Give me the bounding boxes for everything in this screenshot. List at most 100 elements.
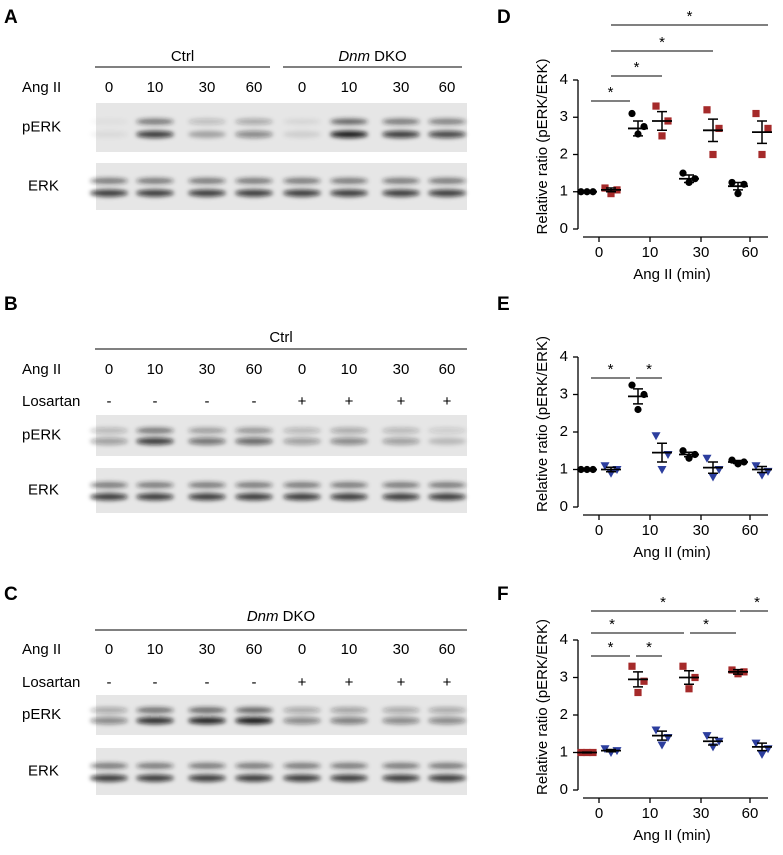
blot-bands xyxy=(90,177,466,197)
band xyxy=(90,482,128,489)
data-point xyxy=(757,471,767,480)
blot xyxy=(96,163,467,210)
band-label: pERK xyxy=(22,706,61,723)
y-tick-label: 2 xyxy=(560,145,568,162)
x-tick-label: 0 xyxy=(595,244,603,261)
band xyxy=(382,717,420,725)
data-point xyxy=(734,190,742,198)
band xyxy=(136,774,174,782)
band xyxy=(235,177,273,184)
band xyxy=(283,707,321,714)
data-point xyxy=(607,190,615,198)
x-tick-label: 30 xyxy=(693,805,710,822)
band xyxy=(90,130,128,138)
band xyxy=(428,130,466,138)
band xyxy=(428,707,466,714)
band xyxy=(283,427,321,434)
data-point xyxy=(600,462,610,471)
data-point xyxy=(751,739,761,748)
group-label-part: Dnm xyxy=(247,608,279,625)
significance-label: * xyxy=(608,361,614,378)
x-axis-label: Ang II (min) xyxy=(633,266,711,283)
significance-label: * xyxy=(634,59,640,76)
lane-label: 10 xyxy=(341,79,358,96)
band xyxy=(136,427,174,434)
data-point xyxy=(640,677,648,685)
lane-label: 30 xyxy=(199,79,216,96)
lane-label: 30 xyxy=(199,641,216,658)
band xyxy=(90,427,128,434)
band xyxy=(235,130,273,138)
band xyxy=(235,717,273,725)
y-tick-label: 1 xyxy=(560,183,568,200)
data-point xyxy=(679,447,687,455)
x-tick-label: 10 xyxy=(642,805,659,822)
band xyxy=(136,437,174,445)
lane-label: - xyxy=(252,674,257,691)
band xyxy=(188,437,226,445)
band xyxy=(283,177,321,184)
blot-bands xyxy=(90,118,466,138)
group-label-part: DKO xyxy=(278,608,315,625)
data-point xyxy=(708,473,718,482)
x-tick-label: 60 xyxy=(742,522,759,539)
panel-label: D xyxy=(497,7,511,28)
band xyxy=(382,427,420,434)
band xyxy=(382,707,420,714)
significance-label: * xyxy=(703,616,709,633)
lane-label: + xyxy=(298,393,307,410)
band xyxy=(382,482,420,489)
y-axis-label: Relative ratio (pERK/ERK) xyxy=(534,59,551,235)
row-label: Losartan xyxy=(22,674,80,691)
band xyxy=(428,427,466,434)
lane-label: 0 xyxy=(298,79,306,96)
lane-label: 60 xyxy=(246,641,263,658)
band xyxy=(330,118,368,125)
row-label: Ang II xyxy=(22,641,61,658)
panel-label: E xyxy=(497,294,510,315)
band xyxy=(283,717,321,725)
y-tick-label: 2 xyxy=(560,423,568,440)
x-tick-label: 10 xyxy=(642,244,659,261)
band xyxy=(330,130,368,138)
lane-label: 0 xyxy=(105,79,113,96)
band xyxy=(283,189,321,197)
band xyxy=(188,762,226,769)
band xyxy=(235,189,273,197)
significance-label: * xyxy=(609,616,615,633)
group-label: Ctrl xyxy=(269,329,292,346)
band xyxy=(136,118,174,125)
data-point xyxy=(651,432,661,441)
lane-label: - xyxy=(252,393,257,410)
band xyxy=(428,118,466,125)
band xyxy=(188,717,226,725)
data-point xyxy=(652,102,660,110)
lane-label: 10 xyxy=(147,79,164,96)
band xyxy=(136,130,174,138)
band-label: pERK xyxy=(22,118,61,135)
data-point xyxy=(628,662,636,670)
band xyxy=(136,707,174,714)
y-tick-label: 4 xyxy=(560,631,568,648)
band xyxy=(428,177,466,184)
band xyxy=(283,762,321,769)
band xyxy=(136,762,174,769)
lane-label: 10 xyxy=(341,641,358,658)
lane-label: 0 xyxy=(105,641,113,658)
y-tick-label: 4 xyxy=(560,71,568,88)
band-label: ERK xyxy=(28,481,59,498)
y-tick-label: 1 xyxy=(560,743,568,760)
lane-label: 0 xyxy=(105,361,113,378)
band xyxy=(330,707,368,714)
band xyxy=(235,707,273,714)
x-tick-label: 0 xyxy=(595,805,603,822)
x-tick-label: 30 xyxy=(693,522,710,539)
group-label: Ctrl xyxy=(171,48,194,65)
lane-label: 30 xyxy=(393,641,410,658)
band xyxy=(330,189,368,197)
blot-bands xyxy=(90,482,466,501)
data-point xyxy=(600,745,610,754)
blot xyxy=(96,468,467,513)
lane-label: + xyxy=(397,393,406,410)
band xyxy=(382,130,420,138)
